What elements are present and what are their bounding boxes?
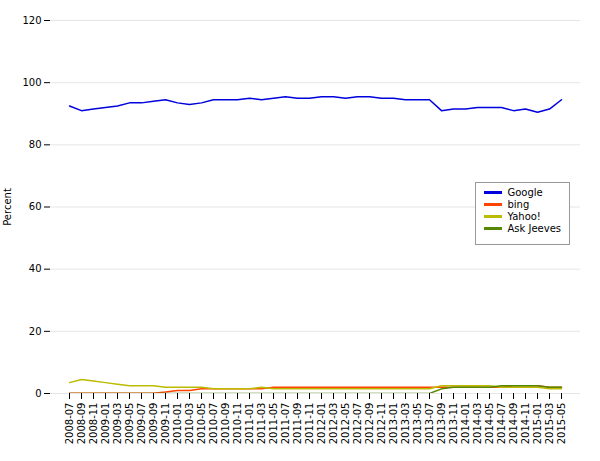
svg-text:0: 0 — [35, 388, 41, 399]
svg-text:2011-03: 2011-03 — [256, 403, 267, 445]
svg-text:2011-09: 2011-09 — [292, 403, 303, 445]
svg-text:2009-11: 2009-11 — [160, 403, 171, 445]
svg-text:2009-03: 2009-03 — [112, 403, 123, 445]
svg-text:2011-01: 2011-01 — [244, 403, 255, 445]
svg-text:2015-01: 2015-01 — [532, 403, 543, 445]
svg-text:2014-07: 2014-07 — [496, 403, 507, 445]
html-text:Google: Google — [507, 187, 543, 199]
svg-text:2009-05: 2009-05 — [124, 403, 135, 445]
svg-text:120: 120 — [22, 15, 41, 26]
svg-text:2014-09: 2014-09 — [508, 403, 519, 445]
svg-text:2010-05: 2010-05 — [196, 403, 207, 445]
svg-text:2013-11: 2013-11 — [448, 403, 459, 445]
svg-text:40: 40 — [29, 263, 42, 274]
svg-text:2015-03: 2015-03 — [544, 403, 555, 445]
svg-text:80: 80 — [29, 139, 42, 150]
svg-text:2013-03: 2013-03 — [400, 403, 411, 445]
svg-text:2010-07: 2010-07 — [208, 403, 219, 445]
svg-text:2015-05: 2015-05 — [556, 403, 567, 445]
svg-text:2014-05: 2014-05 — [484, 403, 495, 445]
svg-text:2012-01: 2012-01 — [316, 403, 327, 445]
svg-text:2010-11: 2010-11 — [232, 403, 243, 445]
svg-text:2011-07: 2011-07 — [280, 403, 291, 445]
svg-text:Percent: Percent — [2, 188, 13, 226]
svg-text:100: 100 — [22, 77, 41, 88]
html-text:bing: bing — [507, 199, 530, 211]
svg-text:2009-01: 2009-01 — [100, 403, 111, 445]
svg-text:2013-09: 2013-09 — [436, 403, 447, 445]
svg-text:2013-07: 2013-07 — [424, 403, 435, 445]
svg-text:2013-05: 2013-05 — [412, 403, 423, 445]
svg-text:2010-01: 2010-01 — [172, 403, 183, 445]
svg-text:2012-03: 2012-03 — [328, 403, 339, 445]
svg-text:2014-03: 2014-03 — [472, 403, 483, 445]
svg-text:2009-07: 2009-07 — [136, 403, 147, 445]
svg-text:60: 60 — [29, 201, 42, 212]
svg-text:2014-01: 2014-01 — [460, 403, 471, 445]
svg-text:20: 20 — [29, 326, 42, 337]
svg-text:2012-05: 2012-05 — [340, 403, 351, 445]
svg-text:2012-07: 2012-07 — [352, 403, 363, 445]
html-text:Yahoo!: Yahoo! — [507, 211, 541, 223]
svg-text:2010-09: 2010-09 — [220, 403, 231, 445]
svg-text:2011-11: 2011-11 — [304, 403, 315, 445]
svg-text:2012-09: 2012-09 — [364, 403, 375, 445]
html-text:Ask Jeeves: Ask Jeeves — [507, 223, 561, 235]
svg-text:2012-11: 2012-11 — [376, 403, 387, 445]
svg-text:2009-09: 2009-09 — [148, 403, 159, 445]
svg-text:2008-09: 2008-09 — [76, 403, 87, 445]
svg-text:2014-11: 2014-11 — [520, 403, 531, 445]
svg-text:2008-11: 2008-11 — [88, 403, 99, 445]
svg-text:2008-07: 2008-07 — [64, 403, 75, 445]
svg-text:2010-03: 2010-03 — [184, 403, 195, 445]
svg-text:2013-01: 2013-01 — [388, 403, 399, 445]
svg-text:2011-05: 2011-05 — [268, 403, 279, 445]
